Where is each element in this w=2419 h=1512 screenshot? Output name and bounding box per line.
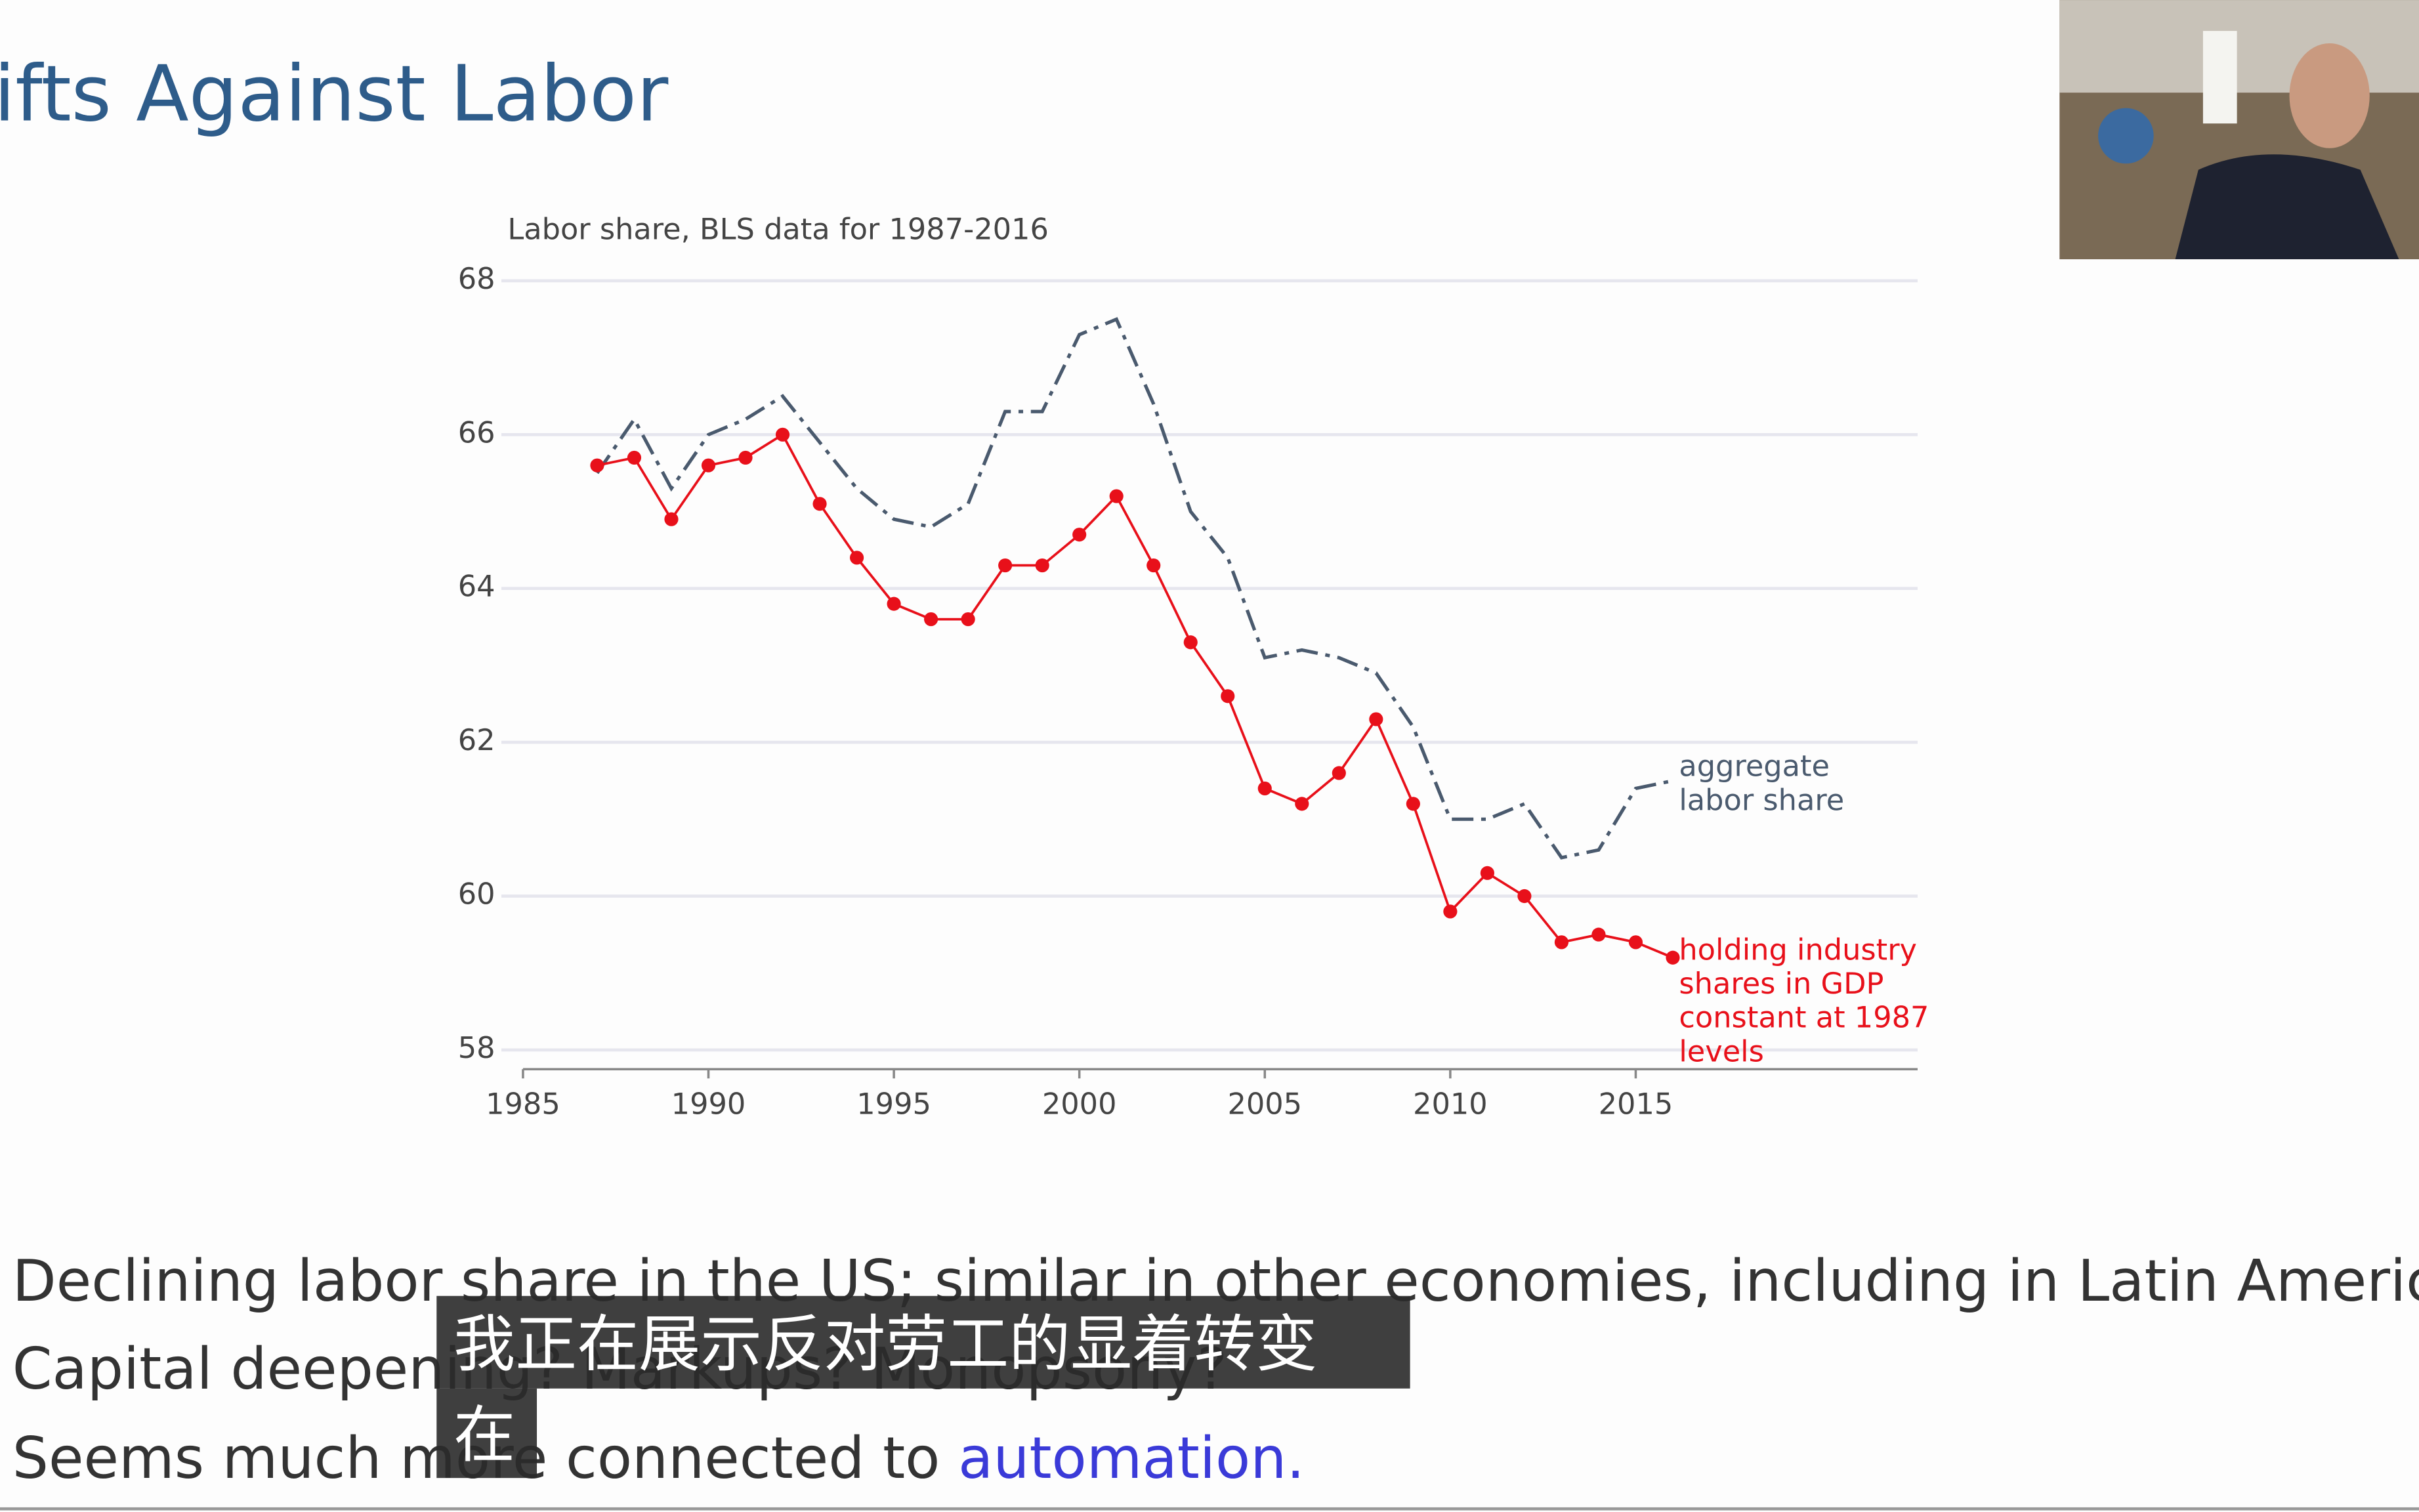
x-tick-label: 2005 [1227,1087,1302,1122]
data-point [1369,712,1383,726]
webcam-globe [2098,108,2154,164]
subtitle: 在 [453,1400,515,1471]
x-tick-label: 2010 [1413,1087,1488,1122]
data-point [849,551,864,565]
webcam [2059,0,2419,260]
x-tick-label: 1995 [856,1087,931,1122]
y-tick-label: 66 [458,415,495,450]
chart-title: Labor share, BLS data for 1987-2016 [507,213,1048,247]
data-point [1072,528,1087,542]
series-label-text: holding industry shares in GDP constant … [1679,933,1929,1069]
data-point [1628,935,1643,950]
webcam-person [2175,154,2399,260]
series-label: holding industry shares in GDP constant … [1679,933,1929,1069]
data-point [961,612,975,627]
data-point [701,458,716,472]
data-point [1257,781,1272,796]
subtitle-box [436,1295,1410,1389]
y-tick-label: 60 [458,877,495,912]
subtitle: 我正在展示反对劳工的显着转变 [453,1309,1317,1381]
webcam-light [2202,31,2237,124]
data-point [1146,558,1161,573]
plot: 58 60 62 64 66 68 1985 1990 1995 2000 2005 2010 2015… [458,262,1929,1122]
data-point [1406,797,1420,811]
data-point [1554,935,1569,950]
data-point [1109,489,1124,503]
y-tick-label: 58 [458,1031,495,1065]
y-tick-label: 68 [458,262,495,296]
y-tick-label: 64 [458,570,495,604]
series-line [595,317,1673,860]
bullet-link: automation. [958,1425,1305,1492]
data-point [1666,950,1680,965]
data-point [738,450,753,465]
data-point [812,497,827,511]
x-tick-label: 2000 [1042,1087,1117,1122]
data-point [887,597,901,611]
series-line [597,432,1673,959]
data-point [1295,797,1309,811]
data-point [1517,889,1532,904]
subtitle-box [436,1388,537,1479]
data-point [775,427,790,442]
data-point [924,612,938,627]
bullet: Seems much more connected to automation. [12,1425,1305,1492]
series-label-text: aggregate labor share [1679,749,1845,818]
slide-title: ifts Against Labor [0,49,669,138]
y-tick-label: 62 [458,723,495,757]
series-label: aggregate labor share [1679,749,1845,818]
data-point [664,512,679,526]
data-point [998,558,1013,573]
data-point [1332,766,1346,780]
data-point [590,458,604,472]
data-point [1591,927,1606,942]
webcam-face [2289,43,2370,148]
data-point [1443,904,1458,919]
data-point [1183,635,1198,650]
data-point [1480,866,1494,880]
data-point [627,450,642,465]
x-tick-label: 1985 [486,1087,560,1122]
data-point [1221,689,1235,704]
x-tick-label: 2015 [1599,1087,1673,1122]
x-tick-label: 1990 [671,1087,746,1122]
data-point [1035,558,1049,573]
